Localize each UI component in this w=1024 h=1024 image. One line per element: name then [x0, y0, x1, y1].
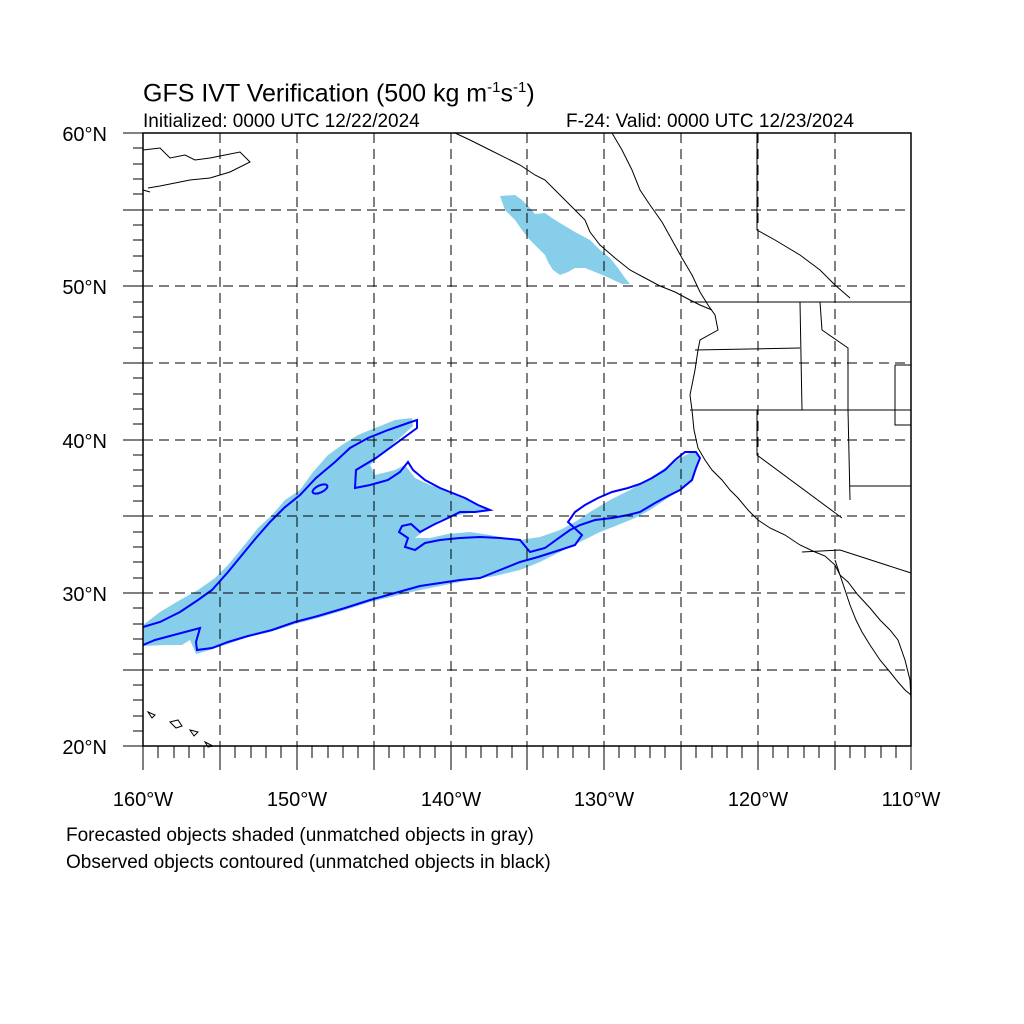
- forecast-object-main: [143, 418, 699, 654]
- map-title: GFS IVT Verification (500 kg m-1s-1): [143, 79, 535, 108]
- lon-label-120: 120°W: [728, 789, 788, 811]
- lat-label-20: 20°N: [62, 737, 107, 759]
- us-state-borders: [690, 301, 912, 574]
- lon-labels: 160°W 150°W 140°W 130°W 120°W 110°W: [113, 789, 941, 811]
- canada-interior: [756, 133, 851, 299]
- observed-contour-main: [142, 418, 702, 652]
- coastline-west: [611, 132, 912, 701]
- observed-contours: [142, 418, 702, 652]
- coastline-canada: [454, 132, 713, 311]
- lon-label-130: 130°W: [574, 789, 634, 811]
- tick-marks: [123, 132, 912, 770]
- coastlines: [142, 132, 912, 748]
- hawaii-islands: [146, 710, 215, 748]
- lat-label-40: 40°N: [62, 431, 107, 453]
- lon-label-140: 140°W: [421, 789, 481, 811]
- lat-label-60: 60°N: [62, 124, 107, 146]
- forecast-object-north: [500, 195, 630, 284]
- bottom-axis-ticks: [142, 746, 912, 770]
- caption-observed: Observed objects contoured (unmatched ob…: [66, 852, 551, 873]
- initialized-time: Initialized: 0000 UTC 12/22/2024: [143, 111, 420, 132]
- lon-label-110: 110°W: [882, 789, 941, 811]
- lat-label-50: 50°N: [62, 277, 107, 299]
- lon-label-160: 160°W: [113, 789, 173, 811]
- gridlines: [143, 133, 911, 746]
- lat-label-30: 30°N: [62, 584, 107, 606]
- baja-peninsula: [834, 559, 912, 696]
- left-axis-ticks: [123, 132, 143, 747]
- observed-contour-small: [311, 483, 329, 495]
- forecast-objects: [143, 195, 699, 654]
- lon-label-150: 150°W: [267, 789, 327, 811]
- caption-forecast: Forecasted objects shaded (unmatched obj…: [66, 825, 534, 846]
- alaska-coast: [142, 147, 251, 193]
- valid-time: F-24: Valid: 0000 UTC 12/23/2024: [566, 111, 854, 132]
- lat-labels: 60°N 50°N 40°N 30°N 20°N: [62, 124, 107, 759]
